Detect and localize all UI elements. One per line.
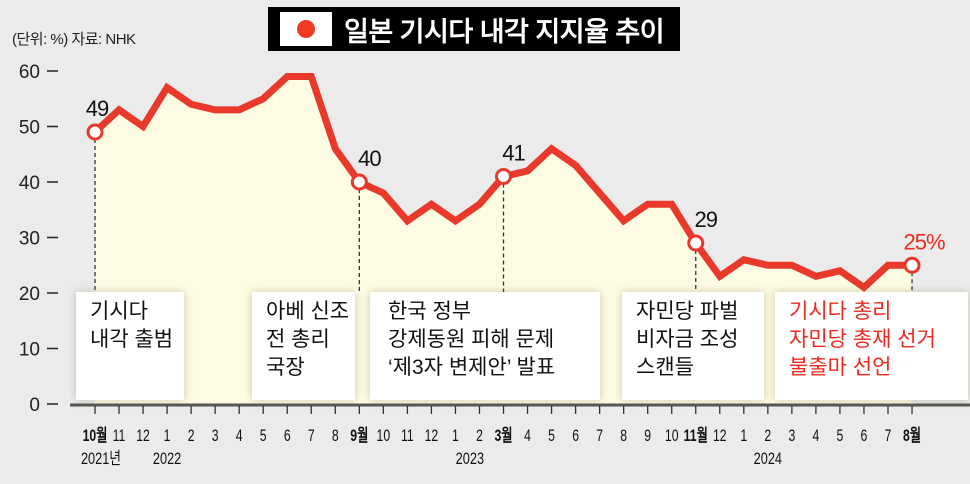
x-tick-label: 10 <box>377 427 391 445</box>
x-tick-label: 5 <box>260 427 267 445</box>
data-label: 49 <box>86 96 109 121</box>
title-banner: 일본 기시다 내각 지지율 추이 <box>268 7 680 51</box>
y-tick-label: 10 <box>19 340 40 361</box>
y-tick-label: 0 <box>29 395 40 416</box>
annotation-line: 강제동원 피해 문제 <box>388 328 555 351</box>
annotation-launch: 기시다 내각 출범 <box>76 292 184 400</box>
x-tick-label: 4 <box>236 427 243 445</box>
data-label: 40 <box>358 146 381 171</box>
x-tick-label: 1 <box>164 427 171 445</box>
year-label: 2021년 <box>81 449 121 468</box>
year-label: 2022 <box>153 449 181 468</box>
x-tick-label: 6 <box>572 427 579 445</box>
y-tick-label: 50 <box>19 118 40 139</box>
x-tick-label: 9월 <box>350 426 368 446</box>
x-tick-label: 3 <box>212 427 219 445</box>
annotation-forced-labor: 한국 정부 강제동원 피해 문제 ‘제3자 변제안’ 발표 <box>370 292 600 400</box>
annotation-line: 기시다 총리 <box>789 300 892 323</box>
x-tick-label: 7 <box>885 427 892 445</box>
x-tick-label: 10 <box>665 427 679 445</box>
data-point-marker <box>495 167 513 185</box>
annotation-line: 한국 정부 <box>388 300 472 323</box>
annotation-line: ‘제3자 변제안’ 발표 <box>388 356 556 379</box>
annotation-line: 불출마 선언 <box>789 356 892 379</box>
x-tick-label: 12 <box>425 427 439 445</box>
x-tick-label: 8 <box>332 427 339 445</box>
x-tick-label: 11월 <box>684 426 708 446</box>
x-tick-label: 7 <box>596 427 603 445</box>
x-tick-label: 11 <box>401 427 414 445</box>
data-label: 29 <box>695 207 718 232</box>
year-label: 2024 <box>754 449 782 468</box>
year-label: 2023 <box>456 449 484 468</box>
data-label: 41 <box>502 140 525 165</box>
x-tick-label: 1 <box>452 427 459 445</box>
annotation-line: 자민당 총재 선거 <box>789 328 936 351</box>
annotation-line: 아베 신조 <box>266 300 350 323</box>
y-tick-label: 30 <box>19 229 40 250</box>
data-point-marker <box>86 123 104 141</box>
annotation-line: 내각 출범 <box>90 328 174 351</box>
x-tick-label: 4 <box>524 427 531 445</box>
x-tick-label: 12 <box>136 427 150 445</box>
x-tick-label: 8 <box>620 427 627 445</box>
x-tick-label: 11 <box>113 427 126 445</box>
x-tick-label: 3월 <box>494 426 512 446</box>
data-label: 25% <box>903 229 944 254</box>
x-tick-label: 6 <box>284 427 291 445</box>
x-tick-label: 5 <box>548 427 555 445</box>
annotation-line: 국장 <box>266 356 305 379</box>
x-tick-label: 5 <box>837 427 844 445</box>
annotation-abe-funeral: 아베 신조 전 총리 국장 <box>252 292 355 400</box>
annotation-line: 자민당 파벌 <box>636 300 739 323</box>
annotation-line: 스캔들 <box>636 356 694 379</box>
data-point-marker <box>687 234 705 252</box>
x-tick-label: 9 <box>644 427 651 445</box>
y-tick-label: 40 <box>19 173 40 194</box>
x-tick-label: 6 <box>861 427 868 445</box>
annotation-slush-fund: 자민당 파벌 비자금 조성 스캔들 <box>622 292 764 400</box>
unit-source-label: (단위: %) 자료: NHK <box>12 31 136 48</box>
x-tick-label: 8월 <box>903 426 921 446</box>
x-tick-label: 4 <box>812 427 819 445</box>
data-point-marker <box>903 256 921 274</box>
x-tick-label: 12 <box>713 427 727 445</box>
annotation-not-running: 기시다 총리 자민당 총재 선거 불출마 선언 <box>775 292 968 400</box>
chart-title: 일본 기시다 내각 지지율 추이 <box>344 16 665 47</box>
y-tick-label: 20 <box>19 284 40 305</box>
x-tick-label: 2 <box>764 427 771 445</box>
annotation-line: 비자금 조성 <box>636 328 739 351</box>
annotation-line: 전 총리 <box>266 328 330 351</box>
x-tick-label: 3 <box>788 427 795 445</box>
x-tick-label: 2 <box>188 427 195 445</box>
data-point-marker <box>350 173 368 191</box>
x-tick-label: 2 <box>476 427 483 445</box>
annotation-line: 기시다 <box>90 300 148 323</box>
y-tick-label: 60 <box>19 62 40 83</box>
x-tick-label: 10월 <box>83 426 108 446</box>
japan-flag-icon <box>280 12 332 46</box>
x-tick-label: 1 <box>740 427 747 445</box>
x-tick-label: 7 <box>308 427 315 445</box>
